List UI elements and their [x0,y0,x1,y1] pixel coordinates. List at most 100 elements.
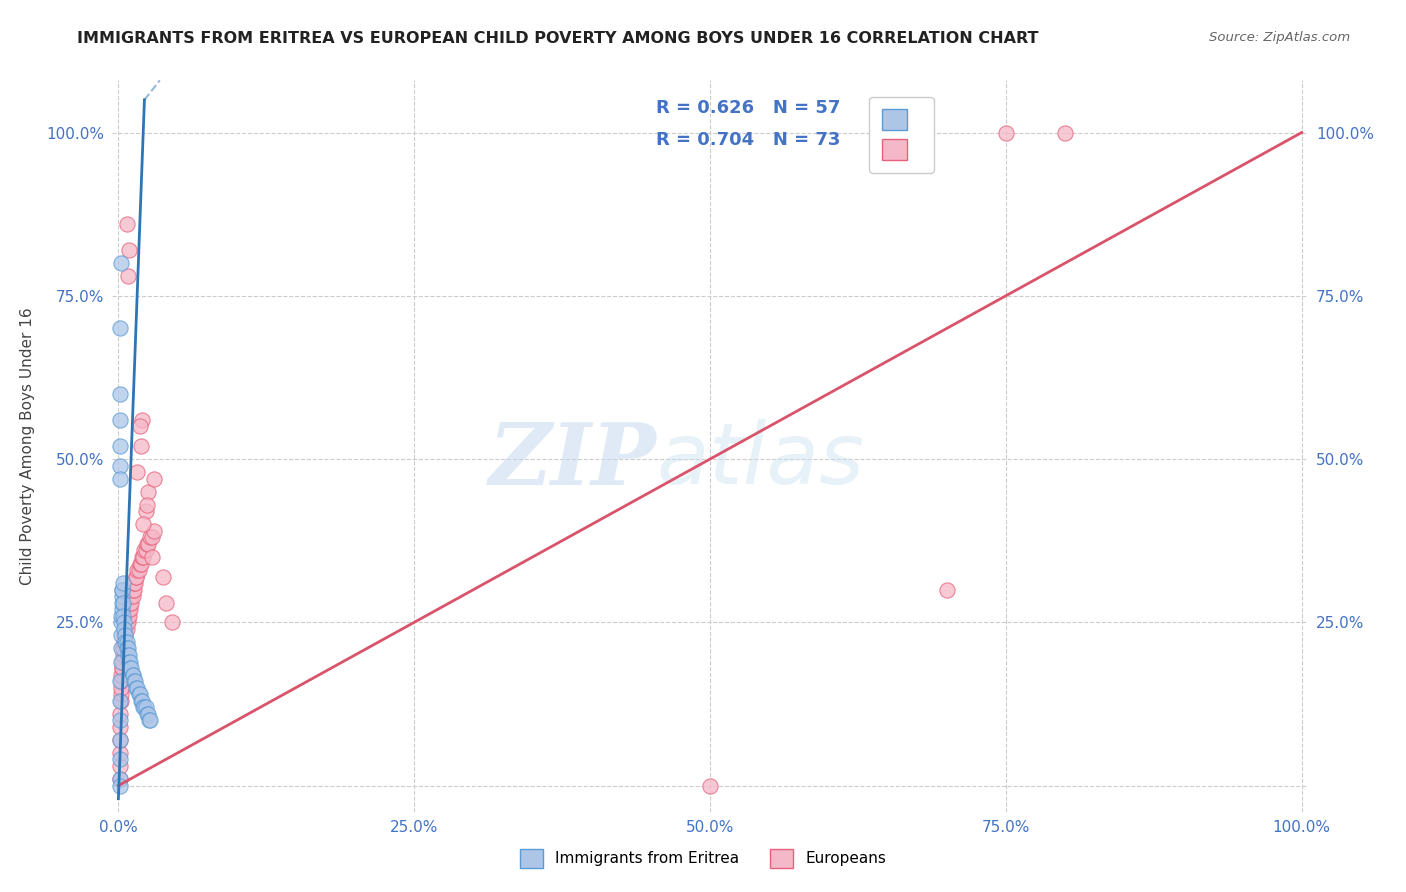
Point [110,641,132,656]
Text: Source: ZipAtlas.com: Source: ZipAtlas.com [1209,31,1350,45]
Point [117,648,139,662]
Point [112,608,135,623]
Point [112,596,135,610]
Point [131,549,153,564]
Point [136,706,159,721]
Point [112,622,135,636]
Point [128,687,150,701]
Point [118,655,141,669]
Point [112,635,135,649]
Point [127,465,149,479]
Point [108,772,131,786]
Point [129,557,152,571]
Point [120,661,142,675]
Point [135,498,157,512]
Point [125,681,148,695]
Point [110,655,132,669]
Point [114,628,136,642]
Point [122,576,145,591]
Point [114,635,136,649]
Point [131,413,153,427]
Point [108,732,131,747]
Point [111,596,134,610]
Legend: Immigrants from Eritrea, Europeans: Immigrants from Eritrea, Europeans [515,843,891,873]
Point [127,563,149,577]
Point [108,779,131,793]
Point [125,569,148,583]
Point [134,700,156,714]
Point [135,706,157,721]
Point [111,655,134,669]
Point [139,530,162,544]
Point [114,622,136,636]
Point [136,484,159,499]
Point [935,582,957,597]
Point [136,537,159,551]
Point [108,714,131,728]
Point [876,126,898,140]
Text: atlas: atlas [657,419,865,502]
Point [108,746,131,760]
Point [132,517,155,532]
Point [135,700,157,714]
Point [110,687,132,701]
Point [699,779,721,793]
Point [112,628,135,642]
Point [117,269,139,284]
Point [115,641,138,656]
Point [139,714,162,728]
Point [110,667,132,681]
Point [122,582,145,597]
Point [110,694,132,708]
Text: R = 0.626   N = 57: R = 0.626 N = 57 [657,99,841,117]
Point [112,576,135,591]
Point [160,615,183,630]
Point [112,641,135,656]
Point [129,694,152,708]
Point [111,582,134,597]
Point [141,549,163,564]
Point [128,687,150,701]
Point [994,126,1017,140]
Point [118,243,141,257]
Point [124,674,146,689]
Point [110,674,132,689]
Point [128,557,150,571]
Point [111,602,134,616]
Point [108,439,131,453]
Point [115,635,138,649]
Point [122,674,145,689]
Point [108,706,131,721]
Point [132,700,155,714]
Point [108,752,131,766]
Point [111,661,134,675]
Point [108,732,131,747]
Point [117,641,139,656]
Point [125,569,148,583]
Point [142,524,165,538]
Point [108,458,131,473]
Point [120,655,142,669]
Point [112,615,135,630]
Point [111,661,134,675]
Point [110,608,132,623]
Point [127,681,149,695]
Point [112,648,135,662]
Point [115,615,138,630]
Point [120,661,142,675]
Point [120,589,142,603]
Point [121,589,143,603]
Point [138,714,160,728]
Point [135,543,157,558]
Point [142,472,165,486]
Text: ZIP: ZIP [488,419,657,502]
Point [135,504,157,518]
Point [118,608,141,623]
Point [124,576,146,591]
Point [108,694,131,708]
Point [111,589,134,603]
Point [110,256,132,270]
Point [110,681,132,695]
Point [112,641,135,656]
Point [135,537,157,551]
